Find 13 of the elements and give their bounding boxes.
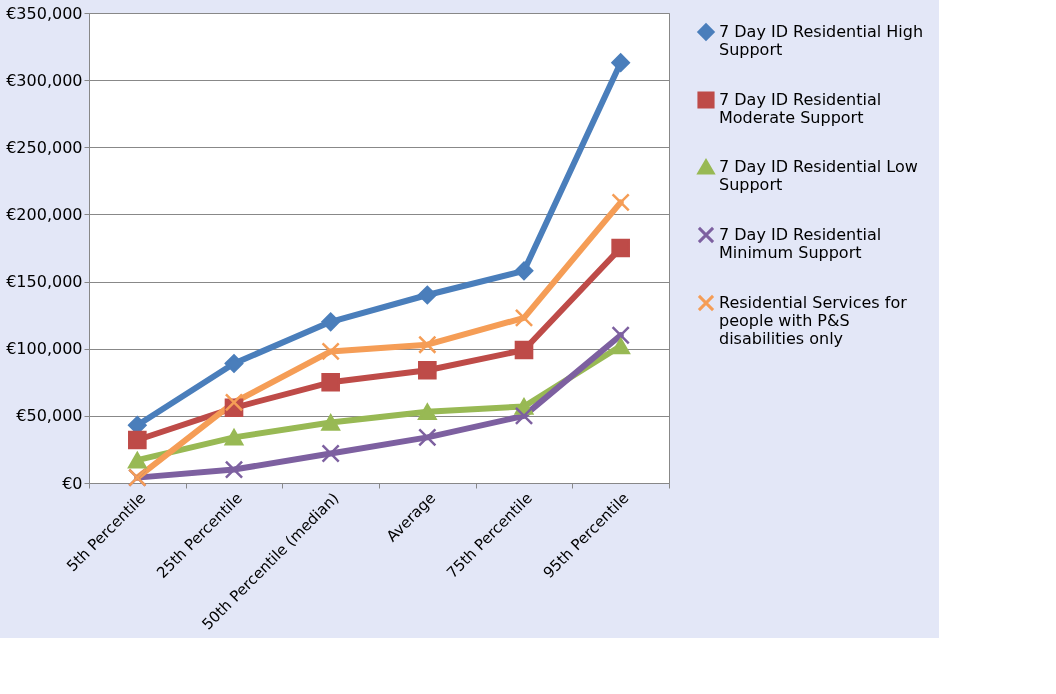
y-tick-label: €50,000 [16,406,83,426]
y-tick-label: €250,000 [6,137,83,157]
y-tick-label: €0 [62,473,83,493]
y-tick-label: €200,000 [6,204,83,224]
legend-label: 7 Day ID Residential Moderate Support [719,90,882,127]
y-tick-label: €150,000 [6,272,83,292]
y-tick-label: €300,000 [6,70,83,90]
y-tick-label: €350,000 [6,3,83,23]
legend-label: Residential Services for people with P&S disabilities only [719,293,908,348]
y-tick-label: €100,000 [6,339,83,359]
legend-label: 7 Day ID Residential Minimum Support [719,225,882,262]
legend-label: 7 Day ID Residential Low Support [719,157,918,194]
legend-label: 7 Day ID Residential High Support [719,22,924,59]
